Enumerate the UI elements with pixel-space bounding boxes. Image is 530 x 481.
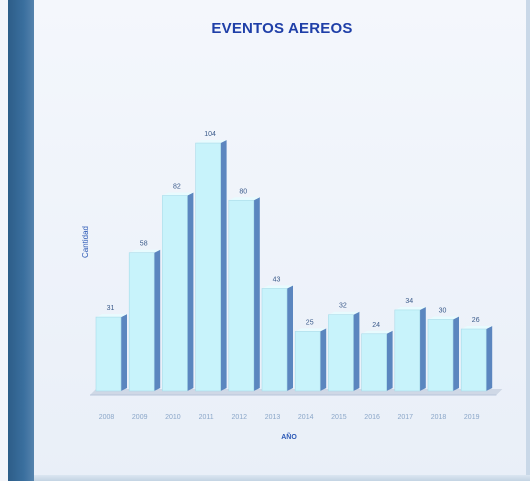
- bar-front: [128, 252, 155, 392]
- value-label: 32: [339, 303, 347, 310]
- bar: [394, 306, 426, 392]
- x-tick-label: 2018: [431, 414, 447, 421]
- bar: [228, 197, 260, 392]
- value-labels-group: 31 58 82 104 80 43 25 32 24 34 30 26: [107, 131, 480, 329]
- bar-top: [361, 330, 393, 334]
- bar-top: [428, 316, 459, 320]
- bar: [162, 192, 194, 392]
- right-edge: [526, 0, 530, 481]
- bar-side: [386, 330, 393, 391]
- bar: [328, 311, 360, 392]
- x-tick-label: 2011: [199, 414, 214, 421]
- bar-side: [187, 192, 194, 391]
- bar: [294, 328, 327, 392]
- x-tick-label: 2013: [265, 414, 281, 421]
- value-label: 82: [173, 184, 181, 191]
- bar-side: [419, 306, 426, 391]
- value-label: 80: [239, 188, 247, 195]
- bar-side: [320, 328, 327, 391]
- value-label: 26: [472, 317, 480, 324]
- value-label: 24: [372, 322, 380, 329]
- bars-group: [95, 140, 493, 392]
- value-label: 34: [405, 298, 413, 305]
- x-tick-label: 2016: [364, 414, 380, 421]
- bar-front: [195, 142, 221, 392]
- x-tick-label: 2008: [99, 414, 115, 421]
- bar-top: [328, 311, 360, 315]
- bar-front: [427, 319, 454, 392]
- bar-front: [328, 314, 354, 392]
- bar-front: [460, 328, 487, 392]
- bar: [261, 285, 293, 392]
- bar-front: [294, 331, 321, 392]
- value-label: 25: [306, 319, 314, 326]
- x-tick-label: 2019: [464, 414, 480, 421]
- left-accent-bar: [8, 0, 34, 481]
- x-tick-label: 2012: [232, 414, 248, 421]
- bar: [460, 326, 493, 392]
- bar: [128, 249, 161, 392]
- bar-top: [394, 306, 426, 310]
- value-label: 30: [439, 307, 447, 314]
- x-tick-label: 2017: [398, 414, 414, 421]
- bar-side: [287, 285, 293, 391]
- value-label: 31: [107, 305, 115, 312]
- value-label: 104: [204, 131, 216, 138]
- bar: [361, 330, 393, 392]
- bottom-edge: [34, 475, 530, 481]
- bar-top: [129, 249, 161, 253]
- bar-front: [228, 199, 255, 392]
- x-tick-labels-group: 2008 2009 2010 2011 2012 2013 2014 2015 2016 2017…: [99, 414, 480, 421]
- bar-front: [95, 316, 122, 392]
- chart-title: EVENTOS AEREOS: [211, 20, 352, 37]
- bar-top: [228, 197, 260, 201]
- bar-side: [453, 316, 459, 391]
- bar-side: [154, 249, 161, 391]
- bar-front: [394, 309, 421, 392]
- bar-top: [295, 328, 327, 332]
- left-margin: [0, 0, 8, 481]
- bar-top: [96, 314, 127, 318]
- bar-side: [486, 326, 493, 391]
- x-tick-label: 2009: [132, 414, 148, 421]
- bar-side: [353, 311, 360, 391]
- x-axis-label: AÑO: [281, 432, 297, 441]
- bar-front: [261, 288, 288, 392]
- bar-side: [121, 314, 127, 391]
- bar-side: [253, 197, 260, 391]
- bar-top: [162, 192, 194, 196]
- x-tick-label: 2010: [165, 414, 181, 421]
- value-label: 58: [140, 241, 148, 248]
- y-axis-label: Cantidad: [81, 226, 90, 258]
- value-label: 43: [273, 276, 281, 283]
- bar: [427, 316, 459, 392]
- bar-front: [162, 195, 188, 392]
- bar-front: [361, 333, 387, 392]
- x-tick-label: 2015: [331, 414, 347, 421]
- bar-top: [262, 285, 293, 289]
- bar-top: [195, 140, 227, 144]
- bar-side: [220, 140, 227, 391]
- x-tick-label: 2014: [298, 414, 314, 421]
- bar: [95, 314, 127, 392]
- bar-top: [461, 326, 493, 330]
- bar: [195, 140, 227, 392]
